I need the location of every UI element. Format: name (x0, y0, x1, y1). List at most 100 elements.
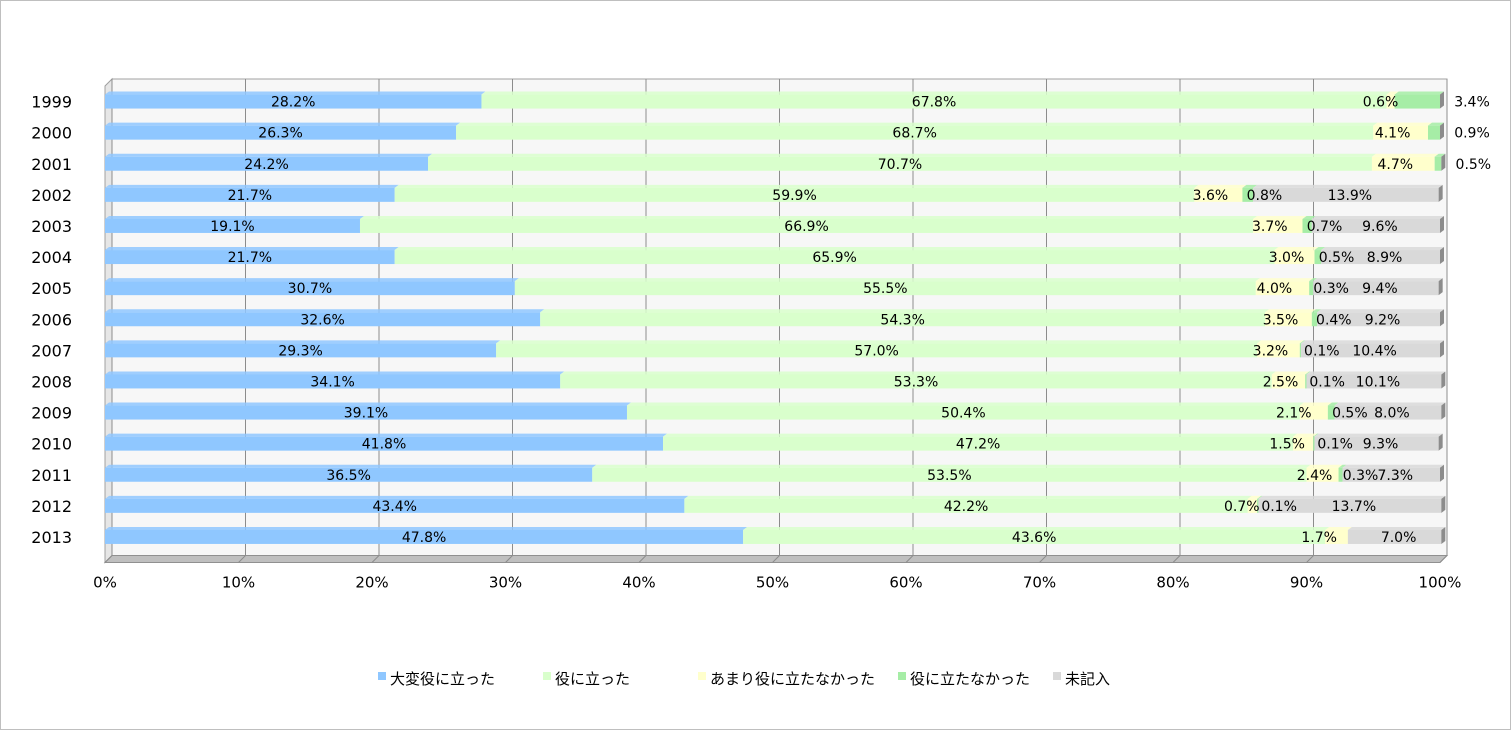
bar-segment-top (105, 91, 486, 95)
data-label: 0.1% (1317, 437, 1353, 453)
gridline-floor (1306, 555, 1314, 563)
bar-segment (496, 343, 1258, 358)
category-label: 2009 (31, 404, 72, 423)
bar-segment (105, 312, 541, 327)
bar-segment-top (1371, 153, 1439, 157)
bar-segment-top (592, 464, 1311, 468)
data-label: 0.7% (1307, 219, 1343, 235)
data-label: 34.1% (310, 374, 354, 390)
data-label: 39.1% (344, 406, 388, 422)
bar-segment-top (1313, 433, 1319, 437)
legend-entry: あまり役に立たなかった (710, 670, 875, 688)
bar-segment (1313, 436, 1315, 451)
bar-end-cap (1441, 371, 1446, 389)
data-label: 0.5% (1456, 157, 1492, 173)
bar-segment-top (1311, 309, 1322, 313)
data-label: 13.9% (1328, 188, 1372, 204)
bar-segment-top (1386, 91, 1399, 95)
bar-end-cap (1438, 278, 1443, 296)
gridline-floor (1172, 555, 1181, 563)
bar-segment (1314, 250, 1322, 265)
x-tick-label: 60% (889, 574, 922, 592)
bar-segment-top (1306, 464, 1343, 468)
bar-segment-top (514, 278, 1260, 282)
bar-segment (1434, 156, 1442, 171)
bar-segment (1301, 343, 1440, 358)
legend-entry: 役に立たなかった (910, 670, 1030, 688)
data-label: 43.6% (1012, 530, 1056, 546)
legend-swatch (543, 672, 551, 680)
data-label: 3.5% (1263, 312, 1299, 328)
legend-entry: 役に立った (555, 670, 630, 688)
category-label: 2010 (31, 435, 72, 454)
data-label: 0.5% (1332, 406, 1368, 422)
data-label: 9.6% (1362, 219, 1398, 235)
data-label: 66.9% (784, 219, 828, 235)
bar-segment (1293, 436, 1314, 451)
bar-segment (592, 467, 1307, 482)
data-label: 13.7% (1332, 499, 1376, 515)
bar-segment-top (1394, 91, 1444, 95)
bar-segment (105, 405, 627, 420)
category-label: 2001 (31, 155, 72, 174)
bar-end-cap (1440, 122, 1444, 140)
bar-segment-top (1274, 247, 1319, 251)
gridline-floor (104, 555, 113, 563)
bar-segment-top (1257, 340, 1304, 344)
bar-segment-top (626, 402, 1304, 406)
bar-segment-top (105, 215, 364, 219)
gridline-floor (905, 555, 914, 563)
data-label: 36.5% (326, 468, 370, 484)
bar-segment-top (105, 340, 501, 344)
bar-segment-top (359, 215, 1258, 219)
bar-end-cap (1438, 184, 1443, 202)
data-label: 32.6% (300, 312, 344, 328)
bar-segment-top (1194, 184, 1247, 188)
bar-segment (105, 343, 497, 358)
data-label: 8.0% (1374, 406, 1410, 422)
bar-end-cap (1441, 402, 1446, 420)
bar-segment-top (1258, 495, 1446, 499)
data-label: 8.9% (1367, 250, 1403, 266)
category-label: 2008 (31, 372, 72, 391)
bar-segment-top (1338, 464, 1347, 468)
bar-segment (1306, 374, 1442, 389)
data-label: 4.0% (1257, 281, 1293, 297)
legend-swatch (378, 672, 386, 680)
bar-segment (1257, 498, 1259, 513)
bar-segment (456, 125, 1374, 140)
x-tick-label: 30% (489, 574, 522, 592)
bar-segment-top (1299, 402, 1332, 406)
bar-segment (1342, 467, 1440, 482)
data-label: 57.0% (854, 343, 898, 359)
bar-end-cap (1440, 464, 1444, 482)
x-tick-label: 10% (222, 574, 255, 592)
data-label: 24.2% (244, 157, 288, 173)
data-label: 7.3% (1377, 468, 1413, 484)
data-label: 0.1% (1304, 343, 1340, 359)
bar-segment (1427, 125, 1440, 140)
bar-segment (105, 281, 515, 296)
bar-segment (1371, 156, 1435, 171)
bar-segment-top (1311, 215, 1444, 219)
data-label: 59.9% (772, 188, 816, 204)
category-label: 2002 (31, 186, 72, 205)
data-label: 2.4% (1297, 468, 1333, 484)
bar-segment-top (1347, 526, 1446, 530)
bar-end-cap (1441, 526, 1446, 544)
bar-segment-top (105, 433, 668, 437)
bar-segment (626, 405, 1300, 420)
bar-segment-top (105, 309, 545, 313)
data-label: 0.7% (1224, 499, 1260, 515)
bar-segment (1338, 467, 1343, 482)
bar-segment (105, 218, 360, 233)
bar-segment-top (428, 153, 1376, 157)
bar-segment (1334, 405, 1442, 420)
bar-segment (663, 436, 1294, 451)
bar-segment-top (560, 371, 1276, 375)
bar-segment-top (105, 526, 748, 530)
data-label: 3.4% (1454, 95, 1490, 111)
bar-segment (514, 281, 1256, 296)
data-label: 9.2% (1365, 312, 1401, 328)
